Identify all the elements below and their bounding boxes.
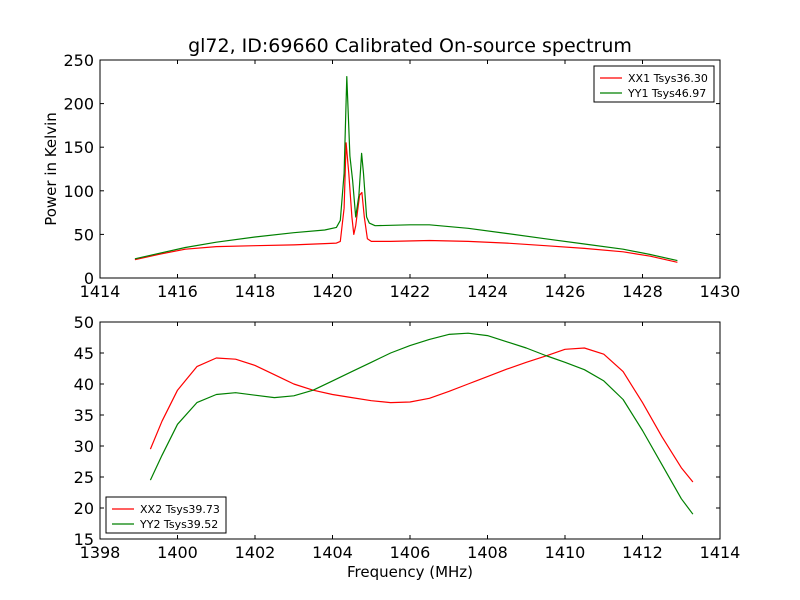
legend-entry: YY2 Tsys39.52 <box>139 518 218 531</box>
y-tick-label: 250 <box>63 51 94 70</box>
y-tick-label: 15 <box>74 530 94 549</box>
legend-top: XX1 Tsys36.30 YY1 Tsys46.97 <box>593 65 715 103</box>
y-axis-label: Power in Kelvin <box>42 112 60 226</box>
x-tick-label: 1426 <box>545 282 586 301</box>
x-tick-label: 1422 <box>390 282 431 301</box>
series-line-bottom-2 <box>149 332 694 515</box>
y-tick-label: 200 <box>63 95 94 114</box>
chart-title: gl72, ID:69660 Calibrated On-source spec… <box>188 35 632 57</box>
x-tick-label: 1398 <box>80 543 121 562</box>
y-tick-label: 30 <box>74 437 94 456</box>
x-tick-label: 1430 <box>700 282 741 301</box>
legend-entry: YY1 Tsys46.97 <box>627 87 706 100</box>
panel-bottom: 1398 1400 1402 1404 1406 1408 1410 1412 1414 15 20… <box>74 313 741 581</box>
y-tick-label: 25 <box>74 468 94 487</box>
x-tick-label: 1406 <box>390 543 431 562</box>
legend-entry: XX1 Tsys36.30 <box>628 72 708 85</box>
series-line-top-1 <box>134 142 678 263</box>
panel-top: 1414 1416 1418 1420 1422 1424 1426 1428 1430 0 50 1… <box>42 35 740 301</box>
x-tick-label: 1402 <box>235 543 276 562</box>
x-tick-label: 1412 <box>622 543 663 562</box>
x-tick-label: 1400 <box>157 543 198 562</box>
x-tick-label: 1428 <box>622 282 663 301</box>
x-tick-label: 1420 <box>312 282 353 301</box>
x-axis-label: Frequency (MHz) <box>347 563 473 581</box>
series-line-top-2 <box>134 75 678 262</box>
x-tick-label: 1410 <box>545 543 586 562</box>
series-line-bottom-1 <box>149 347 694 483</box>
legend-box <box>105 496 227 534</box>
y-tick-label: 40 <box>74 375 94 394</box>
legend-entry: XX2 Tsys39.73 <box>140 503 220 516</box>
y-tick-label: 45 <box>74 344 94 363</box>
y-tick-label: 100 <box>63 182 94 201</box>
y-tick-label: 150 <box>63 138 94 157</box>
y-tick-label: 50 <box>74 225 94 244</box>
x-tick-label: 1418 <box>235 282 276 301</box>
x-tick-label: 1414 <box>700 543 741 562</box>
y-tick-label: 20 <box>74 499 94 518</box>
y-tick-label: 35 <box>74 406 94 425</box>
x-tick-label: 1424 <box>467 282 508 301</box>
legend-bottom: XX2 Tsys39.73 YY2 Tsys39.52 <box>105 496 227 534</box>
y-tick-label: 50 <box>74 313 94 332</box>
x-tick-label: 1408 <box>467 543 508 562</box>
legend-box <box>593 65 715 103</box>
x-tick-label: 1414 <box>80 282 121 301</box>
x-tick-label: 1416 <box>157 282 198 301</box>
x-tick-label: 1404 <box>312 543 353 562</box>
y-tick-label: 0 <box>84 269 94 288</box>
